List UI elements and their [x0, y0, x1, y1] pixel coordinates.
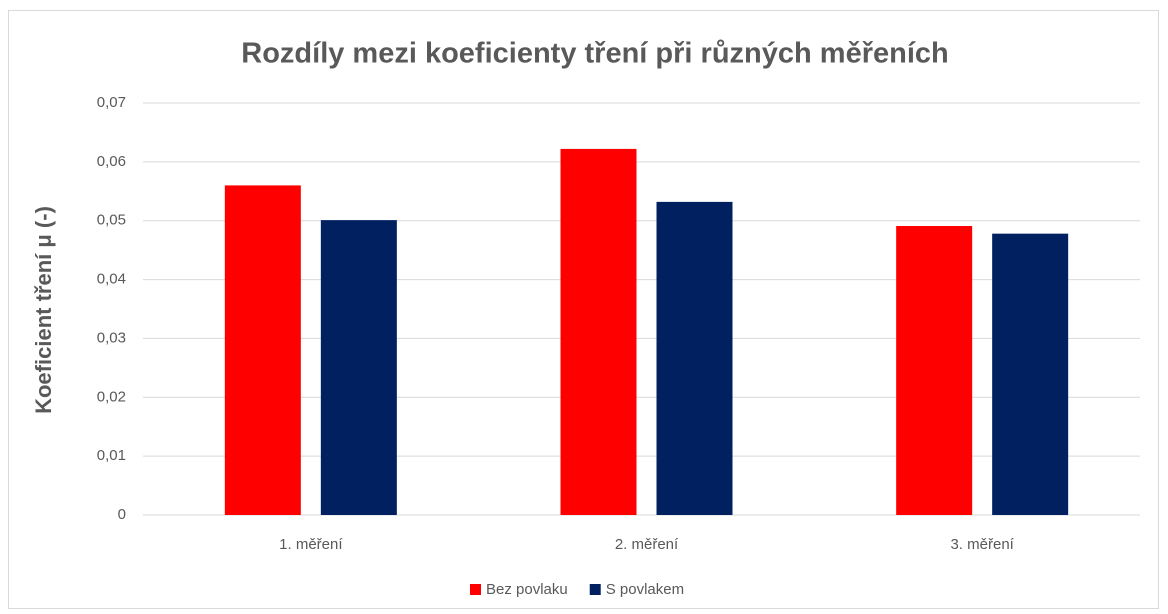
y-tick-label: 0,05 — [97, 212, 126, 229]
x-tick-label: 3. měření — [950, 536, 1014, 553]
legend-label: Bez povlaku — [486, 581, 568, 598]
y-tick-label: 0,07 — [97, 94, 126, 111]
y-tick-label: 0,03 — [97, 329, 126, 346]
bar — [896, 226, 973, 516]
bar — [224, 185, 301, 515]
legend-label: S povlakem — [606, 581, 684, 598]
y-tick-label: 0,01 — [97, 447, 126, 464]
bar — [992, 233, 1069, 516]
y-tick-label: 0 — [118, 506, 126, 523]
bar — [560, 148, 637, 515]
x-tick-label: 1. měření — [279, 536, 343, 553]
chart-title: Rozdíly mezi koeficienty tření při různý… — [241, 38, 948, 70]
y-axis-label: Koeficient tření μ (-) — [31, 206, 56, 414]
y-tick-label: 0,02 — [97, 388, 126, 405]
bar — [320, 220, 397, 515]
y-tick-label: 0,06 — [97, 153, 126, 170]
legend-swatch — [589, 584, 601, 595]
y-tick-label: 0,04 — [97, 271, 126, 288]
legend-swatch — [470, 584, 481, 595]
bar — [656, 201, 733, 515]
x-tick-label: 2. měření — [615, 536, 679, 553]
